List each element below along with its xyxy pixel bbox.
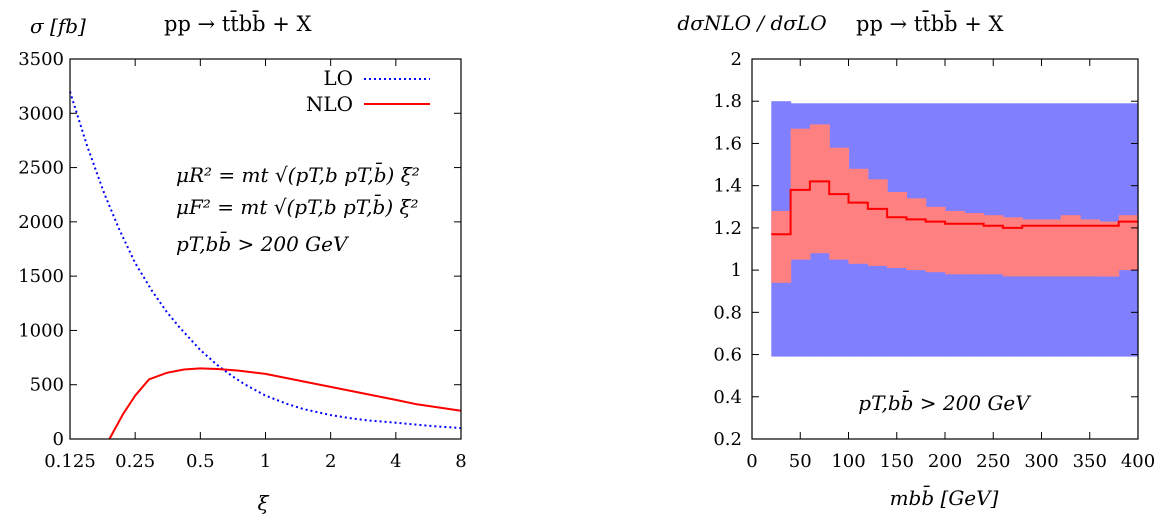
nlo-uncertainty-band-bin: [790, 128, 811, 260]
legend-label-nlo: NLO: [306, 92, 353, 116]
nlo-uncertainty-band-bin: [1080, 219, 1100, 277]
left-y-tick-label: 500: [30, 375, 64, 396]
right-x-tick-label: 300: [1024, 451, 1058, 472]
left-y-tick-label: 2500: [18, 158, 64, 179]
left-chart-title: pp → tt̄bb̄ + X: [164, 10, 312, 36]
left-x-tick-label: 0.25: [115, 451, 155, 472]
right-x-tick-label: 0: [746, 451, 757, 472]
right-x-tick-label: 150: [880, 451, 914, 472]
left-x-axis-label: ξ: [257, 491, 269, 515]
left-y-tick-label: 3000: [18, 103, 64, 124]
left-chart: pp → tt̄bb̄ + X σ [fb] ξ 0 500 1000 1500 200…: [18, 10, 467, 515]
left-x-tick-label: 8: [455, 451, 466, 472]
left-y-tick-label: 0: [53, 429, 64, 450]
left-y-tick-label: 1500: [18, 266, 64, 287]
nlo-uncertainty-band-bin: [983, 215, 1004, 275]
right-x-tick-label: 350: [1073, 451, 1107, 472]
right-x-tick-label: 200: [928, 451, 962, 472]
right-x-tick-label: 400: [1121, 451, 1155, 472]
annotation-mu-f: μF² = mt √(pT,b pT,b̄) ξ²: [176, 194, 419, 219]
nlo-uncertainty-band-bin: [906, 198, 927, 271]
right-y-tick-label: 1.4: [713, 176, 742, 197]
right-y-tick-label: 1: [731, 260, 742, 281]
series-line-lo: [69, 91, 462, 430]
annotation-cut-right: pT,bb̄ > 200 GeV: [858, 390, 1032, 415]
left-plot-frame: [69, 58, 462, 440]
left-y-tick-label: 2000: [18, 212, 64, 233]
right-y-tick-label: 2: [731, 49, 742, 70]
left-x-tick-label: 0.5: [186, 451, 215, 472]
series-line-nlo: [108, 367, 462, 440]
left-legend: LO NLO: [306, 66, 430, 116]
legend-label-lo: LO: [323, 66, 353, 90]
right-y-tick-label: 0.6: [713, 345, 742, 366]
right-plot-frame: [751, 58, 1139, 440]
right-y-tick-label: 1.8: [713, 91, 742, 112]
right-chart: pp → tt̄bb̄ + X dσNLO / dσLO mbb̄ [GeV] …: [677, 10, 1155, 510]
right-x-tick-label: 250: [976, 451, 1010, 472]
nlo-uncertainty-band-bin: [809, 124, 830, 254]
left-plot-area: 0 500 1000 1500 2000 2500 3000 3500 0.125 0.25 0.5…: [18, 49, 467, 472]
left-y-tick-label: 3500: [18, 49, 64, 70]
right-y-tick-label: 1.6: [713, 133, 742, 154]
nlo-uncertainty-band-bin: [867, 179, 888, 266]
right-chart-title: pp → tt̄bb̄ + X: [856, 10, 1004, 36]
annotation-mu-r: μR² = mt √(pT,b pT,b̄) ξ²: [176, 162, 420, 187]
nlo-uncertainty-band-bin: [1099, 221, 1120, 277]
right-y-axis-label: dσNLO / dσLO: [677, 11, 826, 35]
nlo-uncertainty-band-bin: [1060, 215, 1081, 277]
nlo-uncertainty-band-bin: [848, 168, 869, 264]
nlo-uncertainty-band-bin: [925, 206, 946, 273]
nlo-central-step-line: [771, 180, 1138, 236]
right-x-axis-label: mbb̄ [GeV]: [890, 485, 999, 510]
right-y-tick-label: 0.2: [713, 429, 742, 450]
annotation-cut-left: pT,bb̄ > 200 GeV: [176, 231, 350, 256]
left-y-axis-label: σ [fb]: [30, 14, 86, 38]
right-x-tick-label: 100: [831, 451, 865, 472]
left-annotations: μR² = mt √(pT,b pT,b̄) ξ² μF² = mt √(pT,…: [176, 162, 420, 256]
left-x-tick-label: 2: [325, 451, 336, 472]
left-x-tick-label: 0.125: [44, 451, 96, 472]
left-y-tick-label: 1000: [18, 320, 64, 341]
nlo-uncertainty-band-bin: [829, 147, 850, 260]
right-y-tick-label: 1.2: [713, 218, 742, 239]
nlo-uncertainty-band-bin: [1118, 215, 1139, 271]
left-x-tick-label: 1: [260, 451, 271, 472]
nlo-uncertainty-band-bin: [771, 211, 792, 283]
right-plot-area: 0.2 0.4 0.6 0.8 1 1.2 1.4 1.6 1.8 2 0 50 100 150 200 25…: [713, 49, 1155, 472]
right-y-tick-label: 0.4: [713, 387, 742, 408]
nlo-uncertainty-band-bin: [1041, 219, 1062, 277]
right-x-tick-label: 50: [789, 451, 812, 472]
right-y-tick-label: 0.8: [713, 302, 742, 323]
nlo-uncertainty-band-bin: [964, 213, 985, 275]
nlo-uncertainty-band-bin: [1022, 219, 1043, 277]
nlo-uncertainty-band-bin: [1002, 217, 1023, 277]
left-x-tick-label: 4: [390, 451, 401, 472]
nlo-uncertainty-band-bin: [945, 211, 965, 275]
nlo-uncertainty-band-bin: [887, 192, 907, 268]
